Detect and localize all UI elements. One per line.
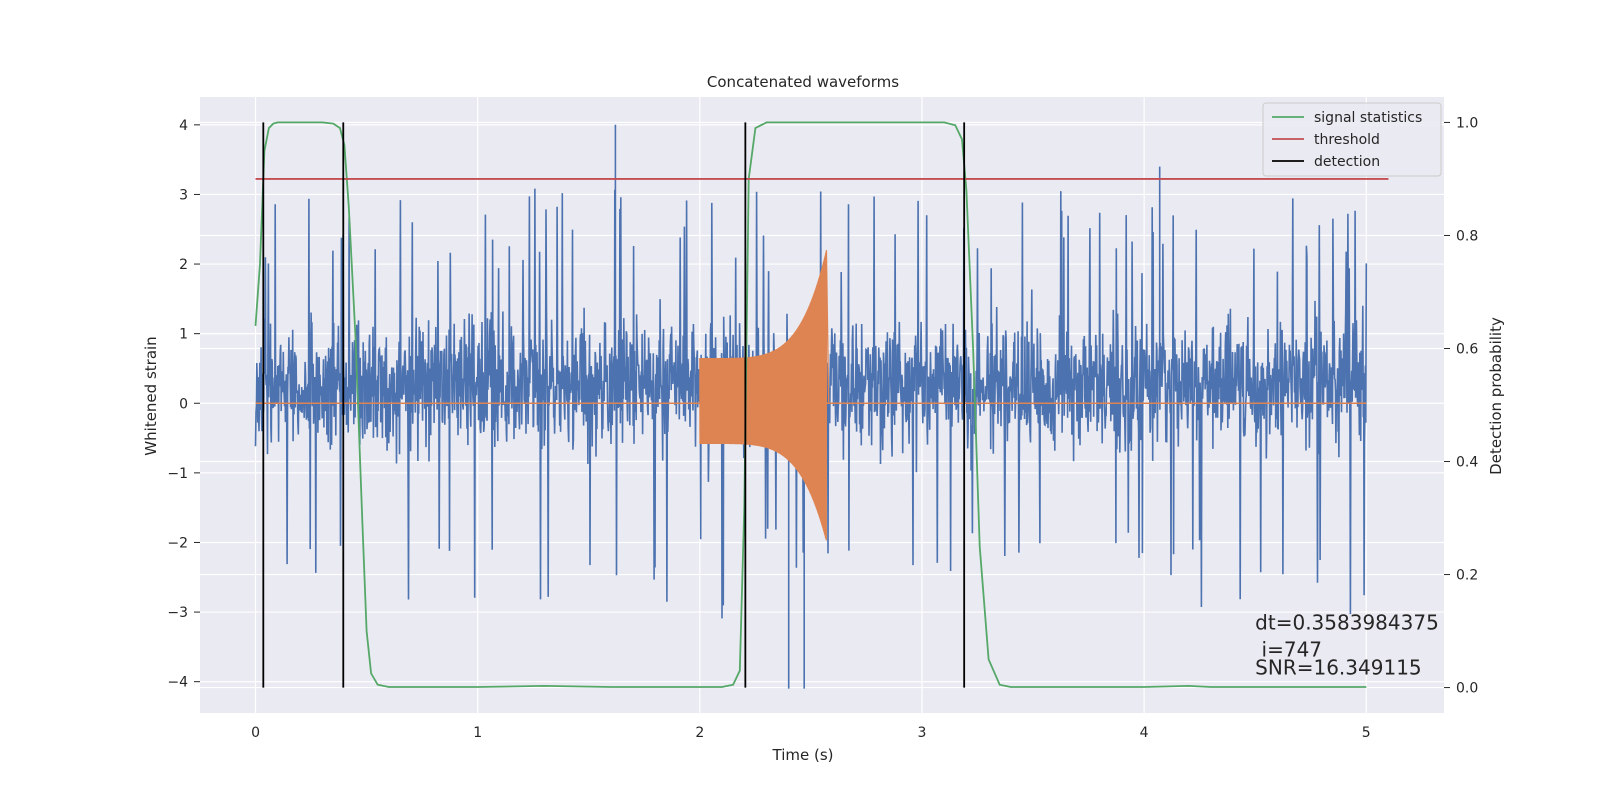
y-tick-label: −3 [167,605,188,621]
y2-tick-label: 1.0 [1456,115,1478,131]
legend-label-threshold: threshold [1314,132,1380,148]
x-tick-label: 5 [1362,725,1371,741]
axis-ticks: 0 1 2 3 4 5 −4 −3 −2 −1 0 1 2 3 4 0.0 0.2 0.4 0.6 0.8 1.0 [167,115,1478,741]
y2-tick-label: 0.8 [1456,228,1478,244]
legend-label-signal-statistics: signal statistics [1314,110,1422,126]
x-tick-label: 1 [473,725,482,741]
y2-axis-label: Detection probability [1487,317,1505,475]
x-axis-label: Time (s) [772,746,834,764]
y2-tick-label: 0.2 [1456,568,1478,584]
injected-waveform-line [699,250,830,541]
legend: signal statistics threshold detection [1262,102,1442,177]
x-tick-label: 3 [918,725,927,741]
injected-waveform-series [255,250,1367,541]
y-tick-label: −2 [167,535,188,551]
y2-tick-label: 0.6 [1456,341,1478,357]
y-tick-label: −1 [167,466,188,482]
y-tick-label: 2 [179,257,188,273]
y-tick-label: 4 [179,118,188,134]
x-tick-label: 2 [695,725,704,741]
x-tick-label: 4 [1140,725,1149,741]
legend-label-detection: detection [1314,154,1380,170]
y-tick-label: 0 [179,396,188,412]
annotation-snr: SNR=16.349115 [1255,656,1421,680]
annotation-index: i=747 [1255,638,1322,662]
y-tick-label: 1 [179,327,188,343]
y-axis-label: Whitened strain [142,336,160,455]
y-tick-label: −4 [167,675,188,691]
y-tick-label: 3 [179,187,188,203]
y2-tick-label: 0.0 [1456,681,1478,697]
x-tick-label: 0 [251,725,260,741]
legend-box [1262,102,1442,177]
chart-title: Concatenated waveforms [707,73,899,91]
y2-tick-label: 0.4 [1456,455,1478,471]
annotation-dt: dt=0.3583984375 [1255,610,1439,634]
detection-markers [262,122,966,688]
signal-statistics-line [254,121,1367,688]
signal-statistics-series [254,121,1367,688]
